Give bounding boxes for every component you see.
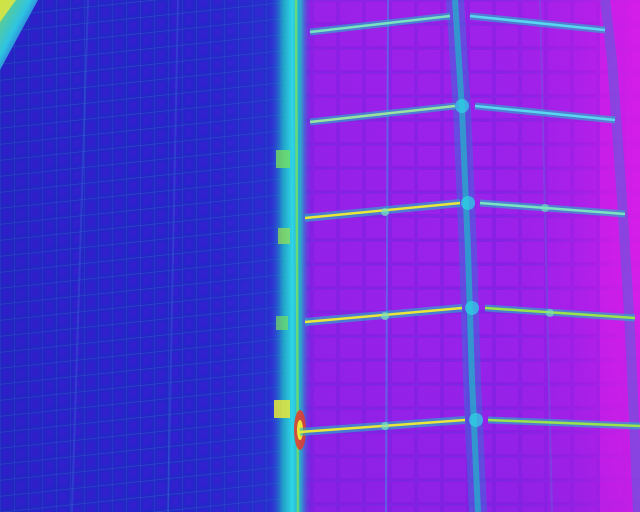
hot-corner (0, 0, 38, 70)
junction-spots (381, 99, 554, 430)
central-seam (268, 0, 312, 512)
left-panel-array (0, 0, 300, 512)
